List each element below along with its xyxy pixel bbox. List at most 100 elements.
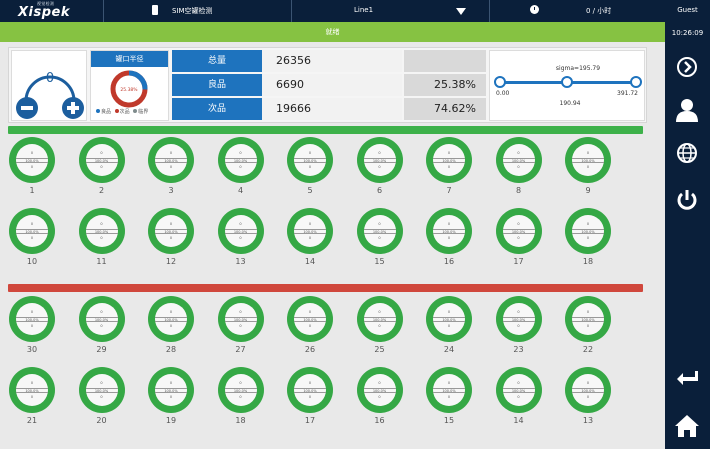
sensor-gauge[interactable]: 0 100.0% 0 8: [495, 137, 542, 197]
sensor-gauge[interactable]: 0 100.0% 0 14: [287, 208, 333, 268]
gauge-ring: 0 100.0% 0: [495, 208, 542, 254]
gauge-ring: 0 100.0% 0: [356, 296, 403, 342]
sensor-gauge[interactable]: 0 100.0% 0 24: [426, 296, 472, 356]
product-selector[interactable]: SIM空罐检测: [104, 0, 292, 22]
gauge-face: 0 100.0% 0: [572, 303, 604, 335]
sensor-gauge[interactable]: 0 100.0% 0 30: [9, 296, 55, 356]
power-icon[interactable]: [673, 186, 701, 214]
gauge-face: 0 100.0% 0: [224, 144, 257, 176]
sensor-gauge[interactable]: 0 100.0% 0 1: [9, 137, 55, 197]
user-label[interactable]: Guest: [677, 6, 698, 14]
sensor-gauge[interactable]: 0 100.0% 0 27: [217, 296, 264, 356]
sensor-gauge[interactable]: 0 100.0% 0 19: [148, 367, 194, 427]
sensor-gauge[interactable]: 0 100.0% 0 22: [565, 296, 611, 356]
gauge-bottom-value: 0: [586, 395, 590, 399]
decrement-button[interactable]: [16, 97, 38, 119]
sensor-gauge[interactable]: 0 100.0% 0 29: [78, 296, 125, 356]
gauge-percent: 100.0%: [433, 229, 465, 234]
gauge-number: 18: [235, 416, 246, 425]
sensor-gauge[interactable]: 0 100.0% 0 7: [426, 137, 472, 197]
sensor-gauge[interactable]: 0 100.0% 0 28: [148, 296, 194, 356]
sensor-gauge[interactable]: 0 100.0% 0 12: [148, 208, 194, 268]
gauge-number: 4: [237, 186, 244, 195]
sensor-gauge[interactable]: 0 100.0% 0 26: [287, 296, 333, 356]
sensor-gauge[interactable]: 0 100.0% 0 10: [9, 208, 55, 268]
gauge-top-value: 0: [239, 310, 242, 314]
radius-donut: 25.38%: [110, 70, 148, 108]
gauge-number: 26: [304, 345, 316, 354]
sensor-gauge[interactable]: 0 100.0% 0 5: [287, 137, 333, 197]
next-icon[interactable]: [673, 53, 701, 81]
gauge-percent: 100.0%: [363, 317, 396, 322]
gauge-top-value: 0: [308, 222, 312, 226]
gauge-bottom-value: 0: [169, 236, 173, 240]
gauge-ring: 0 100.0% 0: [287, 208, 333, 254]
sensor-gauge[interactable]: 0 100.0% 0 18: [565, 208, 611, 268]
gauge-bottom-value: 0: [308, 324, 312, 328]
gauge-percent: 100.0%: [433, 317, 465, 322]
sensor-gauge[interactable]: 0 100.0% 0 11: [78, 208, 125, 268]
good-count: 6690: [262, 74, 402, 96]
time-label: 10:26:09: [671, 29, 704, 37]
increment-button[interactable]: [62, 97, 84, 119]
gauge-percent: 100.0%: [224, 158, 257, 163]
sensor-gauge[interactable]: 0 100.0% 0 16: [426, 208, 472, 268]
gauge-number: 8: [515, 186, 522, 195]
gauge-top-value: 0: [239, 151, 242, 155]
gauge-face: 0 100.0% 0: [85, 374, 118, 406]
gauge-top-value: 0: [100, 151, 103, 155]
sensor-gauge[interactable]: 0 100.0% 0 21: [9, 367, 55, 427]
gauge-bottom-value: 0: [239, 324, 242, 328]
slider-min-handle[interactable]: [494, 76, 506, 88]
gauge-percent: 100.0%: [572, 317, 604, 322]
gauge-percent: 100.0%: [85, 317, 118, 322]
globe-icon[interactable]: [673, 139, 701, 167]
gauge-bottom-value: 0: [378, 395, 381, 399]
sensor-gauge[interactable]: 0 100.0% 0 25: [356, 296, 403, 356]
gauge-percent: 100.0%: [502, 388, 535, 393]
sensor-gauge[interactable]: 0 100.0% 0 20: [78, 367, 125, 427]
gauge-bottom-value: 0: [586, 324, 590, 328]
summary-panel: 0 罐口半径 25.38% 良品 次品 临界 总量 26356 良品 6690 …: [8, 47, 647, 123]
gauge-face: 0 100.0% 0: [294, 215, 326, 247]
gauge-ring: 0 100.0% 0: [78, 367, 125, 413]
line-selector[interactable]: Line1: [292, 0, 490, 22]
slider-mid-handle[interactable]: [560, 76, 573, 88]
sensor-gauge[interactable]: 0 100.0% 0 9: [565, 137, 611, 197]
line-label: Line1: [354, 6, 374, 14]
gauge-ring: 0 100.0% 0: [78, 208, 125, 254]
back-icon[interactable]: [673, 363, 701, 391]
sensor-gauge[interactable]: 0 100.0% 0 13: [217, 208, 264, 268]
sensor-gauge[interactable]: 0 100.0% 0 4: [217, 137, 264, 197]
sensor-gauge[interactable]: 0 100.0% 0 15: [426, 367, 472, 427]
gauge-ring: 0 100.0% 0: [287, 296, 333, 342]
gauge-percent: 100.0%: [502, 317, 535, 322]
gauge-face: 0 100.0% 0: [16, 215, 48, 247]
gauge-percent: 100.0%: [85, 158, 118, 163]
sensor-gauge[interactable]: 0 100.0% 0 13: [565, 367, 611, 427]
sensor-gauge[interactable]: 0 100.0% 0 17: [287, 367, 333, 427]
user-icon[interactable]: [673, 96, 701, 124]
slider-max-handle[interactable]: [630, 76, 642, 88]
radius-panel[interactable]: 罐口半径 25.38% 良品 次品 临界: [90, 50, 169, 121]
sensor-gauge[interactable]: 0 100.0% 0 6: [356, 137, 403, 197]
sensor-gauge[interactable]: 0 100.0% 0 16: [356, 367, 403, 427]
gauge-percent: 100.0%: [363, 229, 396, 234]
gauge-ring: 0 100.0% 0: [217, 208, 264, 254]
chevron-down-icon[interactable]: [456, 8, 466, 15]
gauge-top-value: 0: [308, 381, 312, 385]
sensor-gauge[interactable]: 0 100.0% 0 14: [495, 367, 542, 427]
sensor-gauge[interactable]: 0 100.0% 0 23: [495, 296, 542, 356]
gauge-percent: 100.0%: [572, 158, 604, 163]
sensor-gauge[interactable]: 0 100.0% 0 3: [148, 137, 194, 197]
sensor-gauge[interactable]: 0 100.0% 0 18: [217, 367, 264, 427]
sensor-gauge[interactable]: 0 100.0% 0 15: [356, 208, 403, 268]
sensor-gauge[interactable]: 0 100.0% 0 17: [495, 208, 542, 268]
home-icon[interactable]: [673, 412, 701, 440]
gauge-ring: 0 100.0% 0: [9, 137, 55, 183]
gauge-percent: 100.0%: [294, 229, 326, 234]
counter-box: 0: [11, 50, 87, 121]
sensor-gauge[interactable]: 0 100.0% 0 2: [78, 137, 125, 197]
gauge-bottom-value: 0: [169, 165, 173, 169]
sidebar: Guest 10:26:09: [665, 0, 710, 449]
